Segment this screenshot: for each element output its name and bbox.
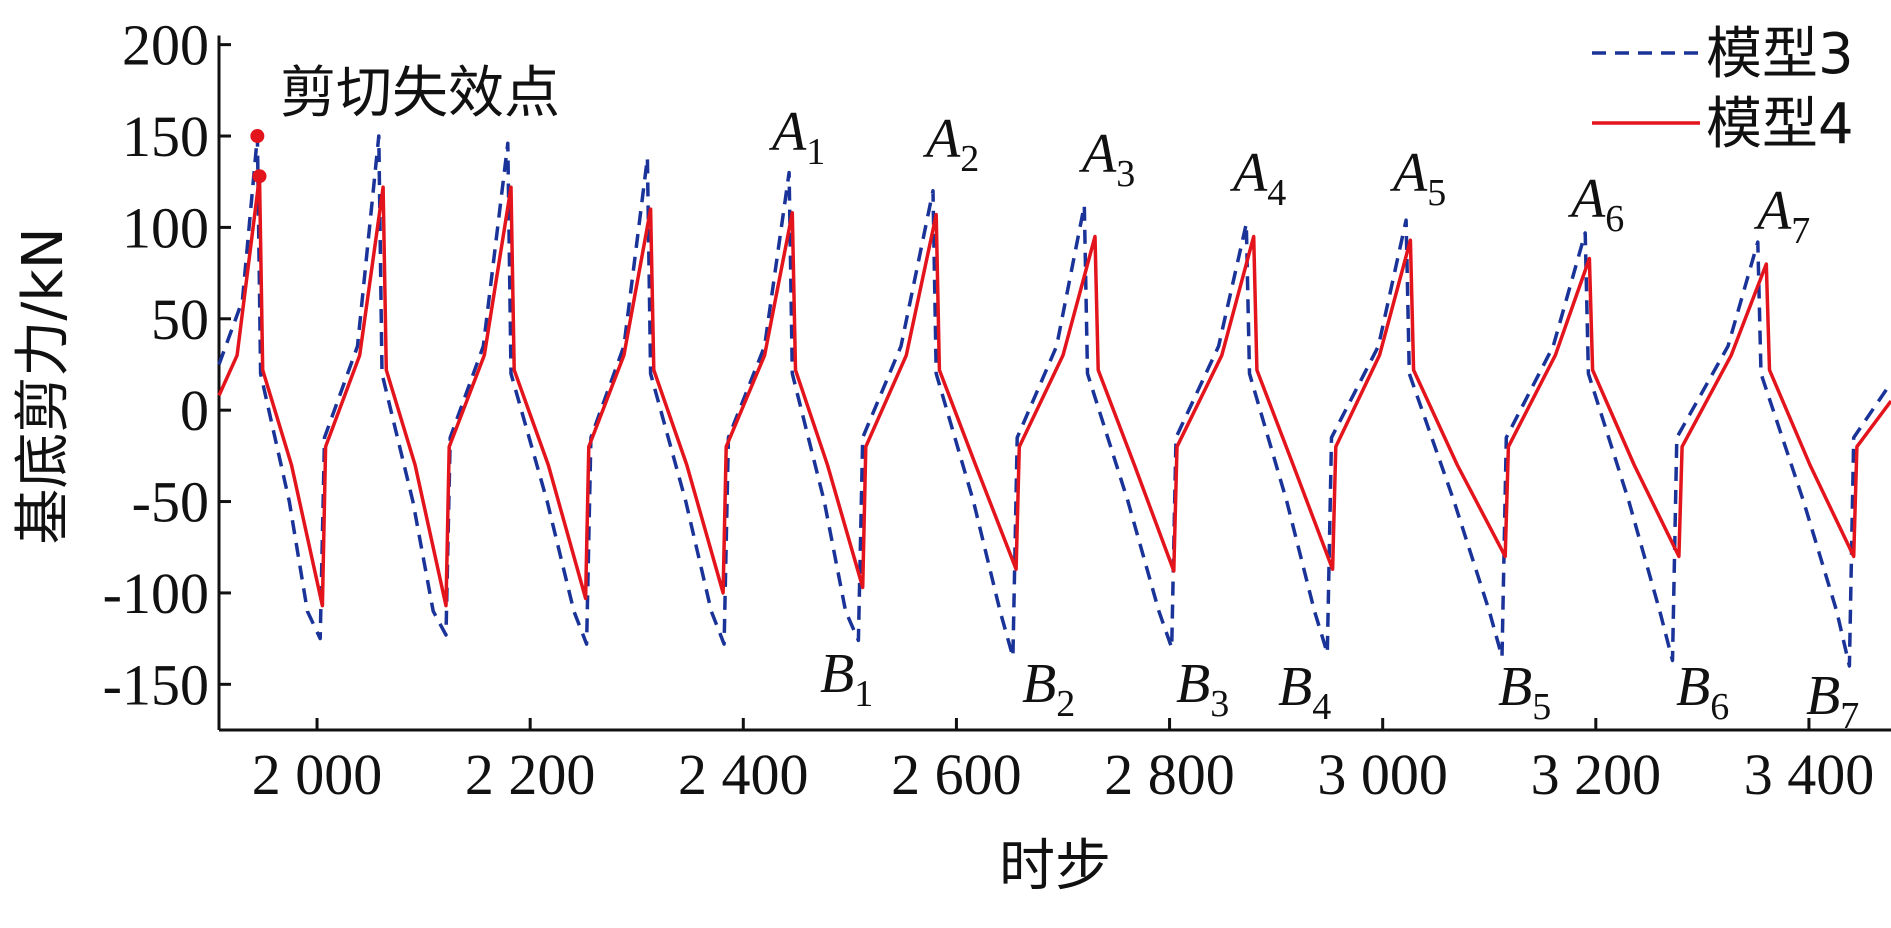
peak-label: A6: [1567, 168, 1624, 240]
y-tick-label: 200: [122, 13, 209, 78]
legend-label: 模型4: [1706, 92, 1854, 157]
x-tick-label: 2 800: [1104, 742, 1235, 807]
trough-label: B1: [820, 643, 873, 715]
label-letter: B: [1278, 656, 1312, 718]
label-letter: A: [1567, 168, 1606, 230]
trough-label: B2: [1022, 653, 1075, 725]
x-tick-label: 3 200: [1531, 742, 1662, 807]
label-letter: B: [1498, 656, 1532, 718]
label-index: 1: [806, 131, 825, 173]
label-letter: B: [1022, 653, 1056, 715]
label-index: 5: [1427, 172, 1446, 214]
label-letter: A: [1078, 123, 1117, 185]
label-index: 2: [1056, 683, 1075, 725]
label-letter: B: [1676, 656, 1710, 718]
label-index: 6: [1710, 686, 1729, 728]
x-tick-label: 2 000: [252, 742, 383, 807]
annotation: 剪切失效点: [280, 61, 560, 126]
peak-label: A5: [1389, 142, 1446, 214]
label-index: 2: [960, 138, 979, 180]
x-tick-label: 2 400: [678, 742, 809, 807]
y-tick-label: 100: [122, 195, 209, 260]
label-index: 6: [1605, 198, 1624, 240]
label-letter: A: [768, 101, 807, 163]
x-tick-label: 2 600: [891, 742, 1022, 807]
y-tick-label: 0: [180, 378, 209, 443]
x-tick-label: 3 400: [1744, 742, 1875, 807]
peak-label: A7: [1753, 180, 1810, 252]
y-tick-label: -50: [132, 470, 209, 535]
label-index: 5: [1532, 686, 1551, 728]
label-index: 1: [854, 673, 873, 715]
trough-label: B4: [1278, 656, 1331, 728]
label-index: 7: [1791, 210, 1810, 252]
trough-label: B5: [1498, 656, 1551, 728]
y-axis-label: 基底剪力/kN: [11, 227, 76, 544]
x-tick-label: 2 200: [465, 742, 596, 807]
label-letter: A: [922, 108, 961, 170]
peak-label: A3: [1078, 123, 1135, 195]
label-index: 4: [1312, 686, 1331, 728]
x-tick-label: 3 000: [1317, 742, 1448, 807]
y-tick-label: -150: [103, 652, 209, 717]
trough-label: B6: [1676, 656, 1729, 728]
y-tick-label: 50: [151, 287, 209, 352]
label-letter: A: [1229, 142, 1268, 204]
legend-label: 模型3: [1706, 22, 1854, 87]
trough-label: B3: [1176, 653, 1229, 725]
x-axis-label: 时步: [999, 834, 1111, 899]
label-letter: B: [1806, 665, 1840, 727]
series-line: [217, 174, 1891, 608]
y-tick-label: 150: [122, 104, 209, 169]
label-index: 3: [1116, 153, 1135, 195]
label-letter: B: [1176, 653, 1210, 715]
label-index: 3: [1210, 683, 1229, 725]
label-index: 4: [1267, 172, 1286, 214]
label-letter: B: [820, 643, 854, 705]
failure-point: [250, 129, 265, 144]
label-letter: A: [1753, 180, 1792, 242]
peak-label: A1: [768, 101, 825, 173]
failure-point: [252, 169, 267, 184]
y-tick-label: -100: [103, 561, 209, 626]
peak-label: A4: [1229, 142, 1286, 214]
trough-label: B7: [1806, 665, 1859, 737]
label-letter: A: [1389, 142, 1428, 204]
peak-label: A2: [922, 108, 979, 180]
series-line: [217, 134, 1891, 668]
label-index: 7: [1840, 695, 1859, 737]
